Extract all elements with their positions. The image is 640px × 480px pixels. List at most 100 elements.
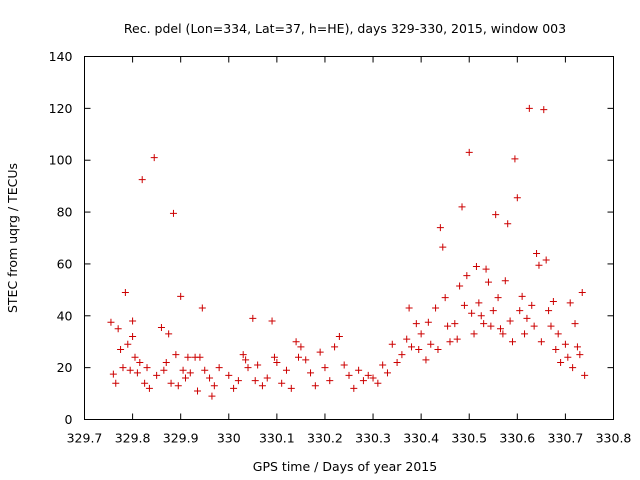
data-point	[521, 330, 529, 338]
data-point	[518, 292, 526, 300]
data-point	[415, 345, 423, 353]
data-point	[436, 224, 444, 232]
data-point	[446, 338, 454, 346]
data-point	[477, 312, 485, 320]
data-point	[124, 340, 132, 348]
data-point	[239, 351, 247, 359]
data-point	[379, 361, 387, 369]
data-point	[557, 358, 565, 366]
data-point	[126, 366, 134, 374]
data-point	[480, 320, 488, 328]
data-point	[439, 243, 447, 251]
data-point	[530, 322, 538, 330]
data-point	[472, 263, 480, 271]
data-point	[552, 345, 560, 353]
data-point	[364, 371, 372, 379]
data-point	[244, 364, 252, 372]
data-point	[492, 211, 500, 219]
data-point	[540, 106, 548, 114]
data-point	[468, 309, 476, 317]
data-point	[181, 374, 189, 382]
data-point	[234, 377, 242, 385]
data-point	[444, 322, 452, 330]
plot-frame	[84, 56, 614, 420]
x-tick-label: 330.8	[596, 431, 632, 446]
data-point	[160, 366, 168, 374]
data-point	[424, 318, 432, 326]
data-point	[208, 392, 216, 400]
x-tick-label: 330.2	[307, 431, 343, 446]
y-tick-label: 140	[49, 49, 73, 64]
data-point	[270, 353, 278, 361]
data-point	[194, 387, 202, 395]
data-point	[501, 277, 509, 285]
data-point	[321, 364, 329, 372]
data-point	[545, 307, 553, 315]
data-point	[131, 353, 139, 361]
data-point	[511, 155, 519, 163]
data-point	[489, 307, 497, 315]
data-point	[179, 366, 187, 374]
data-point	[316, 348, 324, 356]
data-point	[278, 379, 286, 387]
y-tick-label: 60	[57, 256, 73, 271]
data-point	[388, 340, 396, 348]
data-point	[153, 371, 161, 379]
data-point	[549, 298, 557, 306]
data-point	[561, 340, 569, 348]
data-point	[242, 356, 250, 364]
data-point	[576, 351, 584, 359]
data-point	[295, 353, 303, 361]
data-point	[297, 343, 305, 351]
data-point	[571, 320, 579, 328]
data-point	[107, 318, 115, 326]
data-point	[331, 343, 339, 351]
axis-tick-labels: 329.7 329.8 329.9 330 330.1 330.2 330.3 330.4 33…	[49, 49, 632, 446]
y-axis-label: STEC from uqrg / TECUs	[5, 163, 20, 313]
data-point	[537, 338, 545, 346]
data-point	[177, 292, 185, 300]
data-point	[138, 176, 146, 184]
data-point	[432, 304, 440, 312]
data-point	[487, 322, 495, 330]
data-point	[162, 358, 170, 366]
data-point	[282, 366, 290, 374]
data-point	[496, 325, 504, 333]
data-point	[230, 384, 238, 392]
x-tick-label: 330.6	[499, 431, 535, 446]
data-point	[302, 356, 310, 364]
y-tick-label: 40	[57, 308, 73, 323]
data-point	[564, 353, 572, 361]
data-points	[107, 104, 589, 400]
data-point	[528, 301, 536, 309]
data-point	[210, 382, 218, 390]
data-point	[136, 358, 144, 366]
data-point	[412, 320, 420, 328]
x-tick-label: 330.1	[259, 431, 295, 446]
data-point	[133, 369, 141, 377]
data-point	[174, 382, 182, 390]
data-point	[434, 345, 442, 353]
data-point	[470, 330, 478, 338]
data-point	[345, 371, 353, 379]
data-point	[292, 338, 300, 346]
data-point	[513, 194, 521, 202]
data-point	[499, 330, 507, 338]
axis-ticks	[84, 56, 614, 420]
data-point	[581, 371, 589, 379]
x-axis-label: GPS time / Days of year 2015	[253, 459, 437, 474]
data-point	[383, 369, 391, 377]
data-point	[578, 288, 586, 296]
data-point	[326, 377, 334, 385]
chart-title: Rec. pdel (Lon=334, Lat=37, h=HE), days …	[124, 21, 566, 36]
x-tick-label: 329.7	[67, 431, 103, 446]
data-point	[167, 379, 175, 387]
x-tick-label: 329.8	[115, 431, 151, 446]
data-point	[311, 382, 319, 390]
data-point	[441, 294, 449, 302]
data-point	[350, 384, 358, 392]
data-point	[335, 333, 343, 341]
x-tick-label: 330.4	[403, 431, 439, 446]
data-point	[258, 382, 266, 390]
